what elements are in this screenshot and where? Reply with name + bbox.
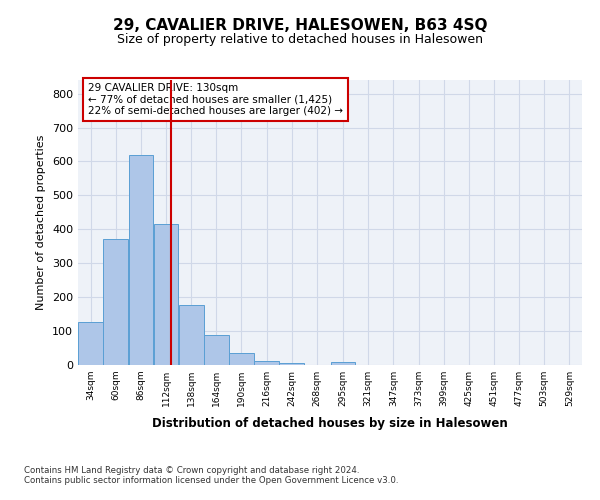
Bar <box>254 360 279 365</box>
Y-axis label: Number of detached properties: Number of detached properties <box>37 135 46 310</box>
Bar <box>128 154 153 365</box>
Text: 29 CAVALIER DRIVE: 130sqm
← 77% of detached houses are smaller (1,425)
22% of se: 29 CAVALIER DRIVE: 130sqm ← 77% of detac… <box>88 83 343 116</box>
Text: Contains HM Land Registry data © Crown copyright and database right 2024.: Contains HM Land Registry data © Crown c… <box>24 466 359 475</box>
Bar <box>331 362 355 365</box>
Bar <box>280 364 304 365</box>
Text: Contains public sector information licensed under the Open Government Licence v3: Contains public sector information licen… <box>24 476 398 485</box>
Bar <box>204 336 229 365</box>
Bar <box>179 304 203 365</box>
Text: Size of property relative to detached houses in Halesowen: Size of property relative to detached ho… <box>117 32 483 46</box>
Bar <box>103 240 128 365</box>
Text: 29, CAVALIER DRIVE, HALESOWEN, B63 4SQ: 29, CAVALIER DRIVE, HALESOWEN, B63 4SQ <box>113 18 487 32</box>
Bar <box>78 322 103 365</box>
Bar <box>229 353 254 365</box>
Text: Distribution of detached houses by size in Halesowen: Distribution of detached houses by size … <box>152 418 508 430</box>
Bar <box>154 224 178 365</box>
